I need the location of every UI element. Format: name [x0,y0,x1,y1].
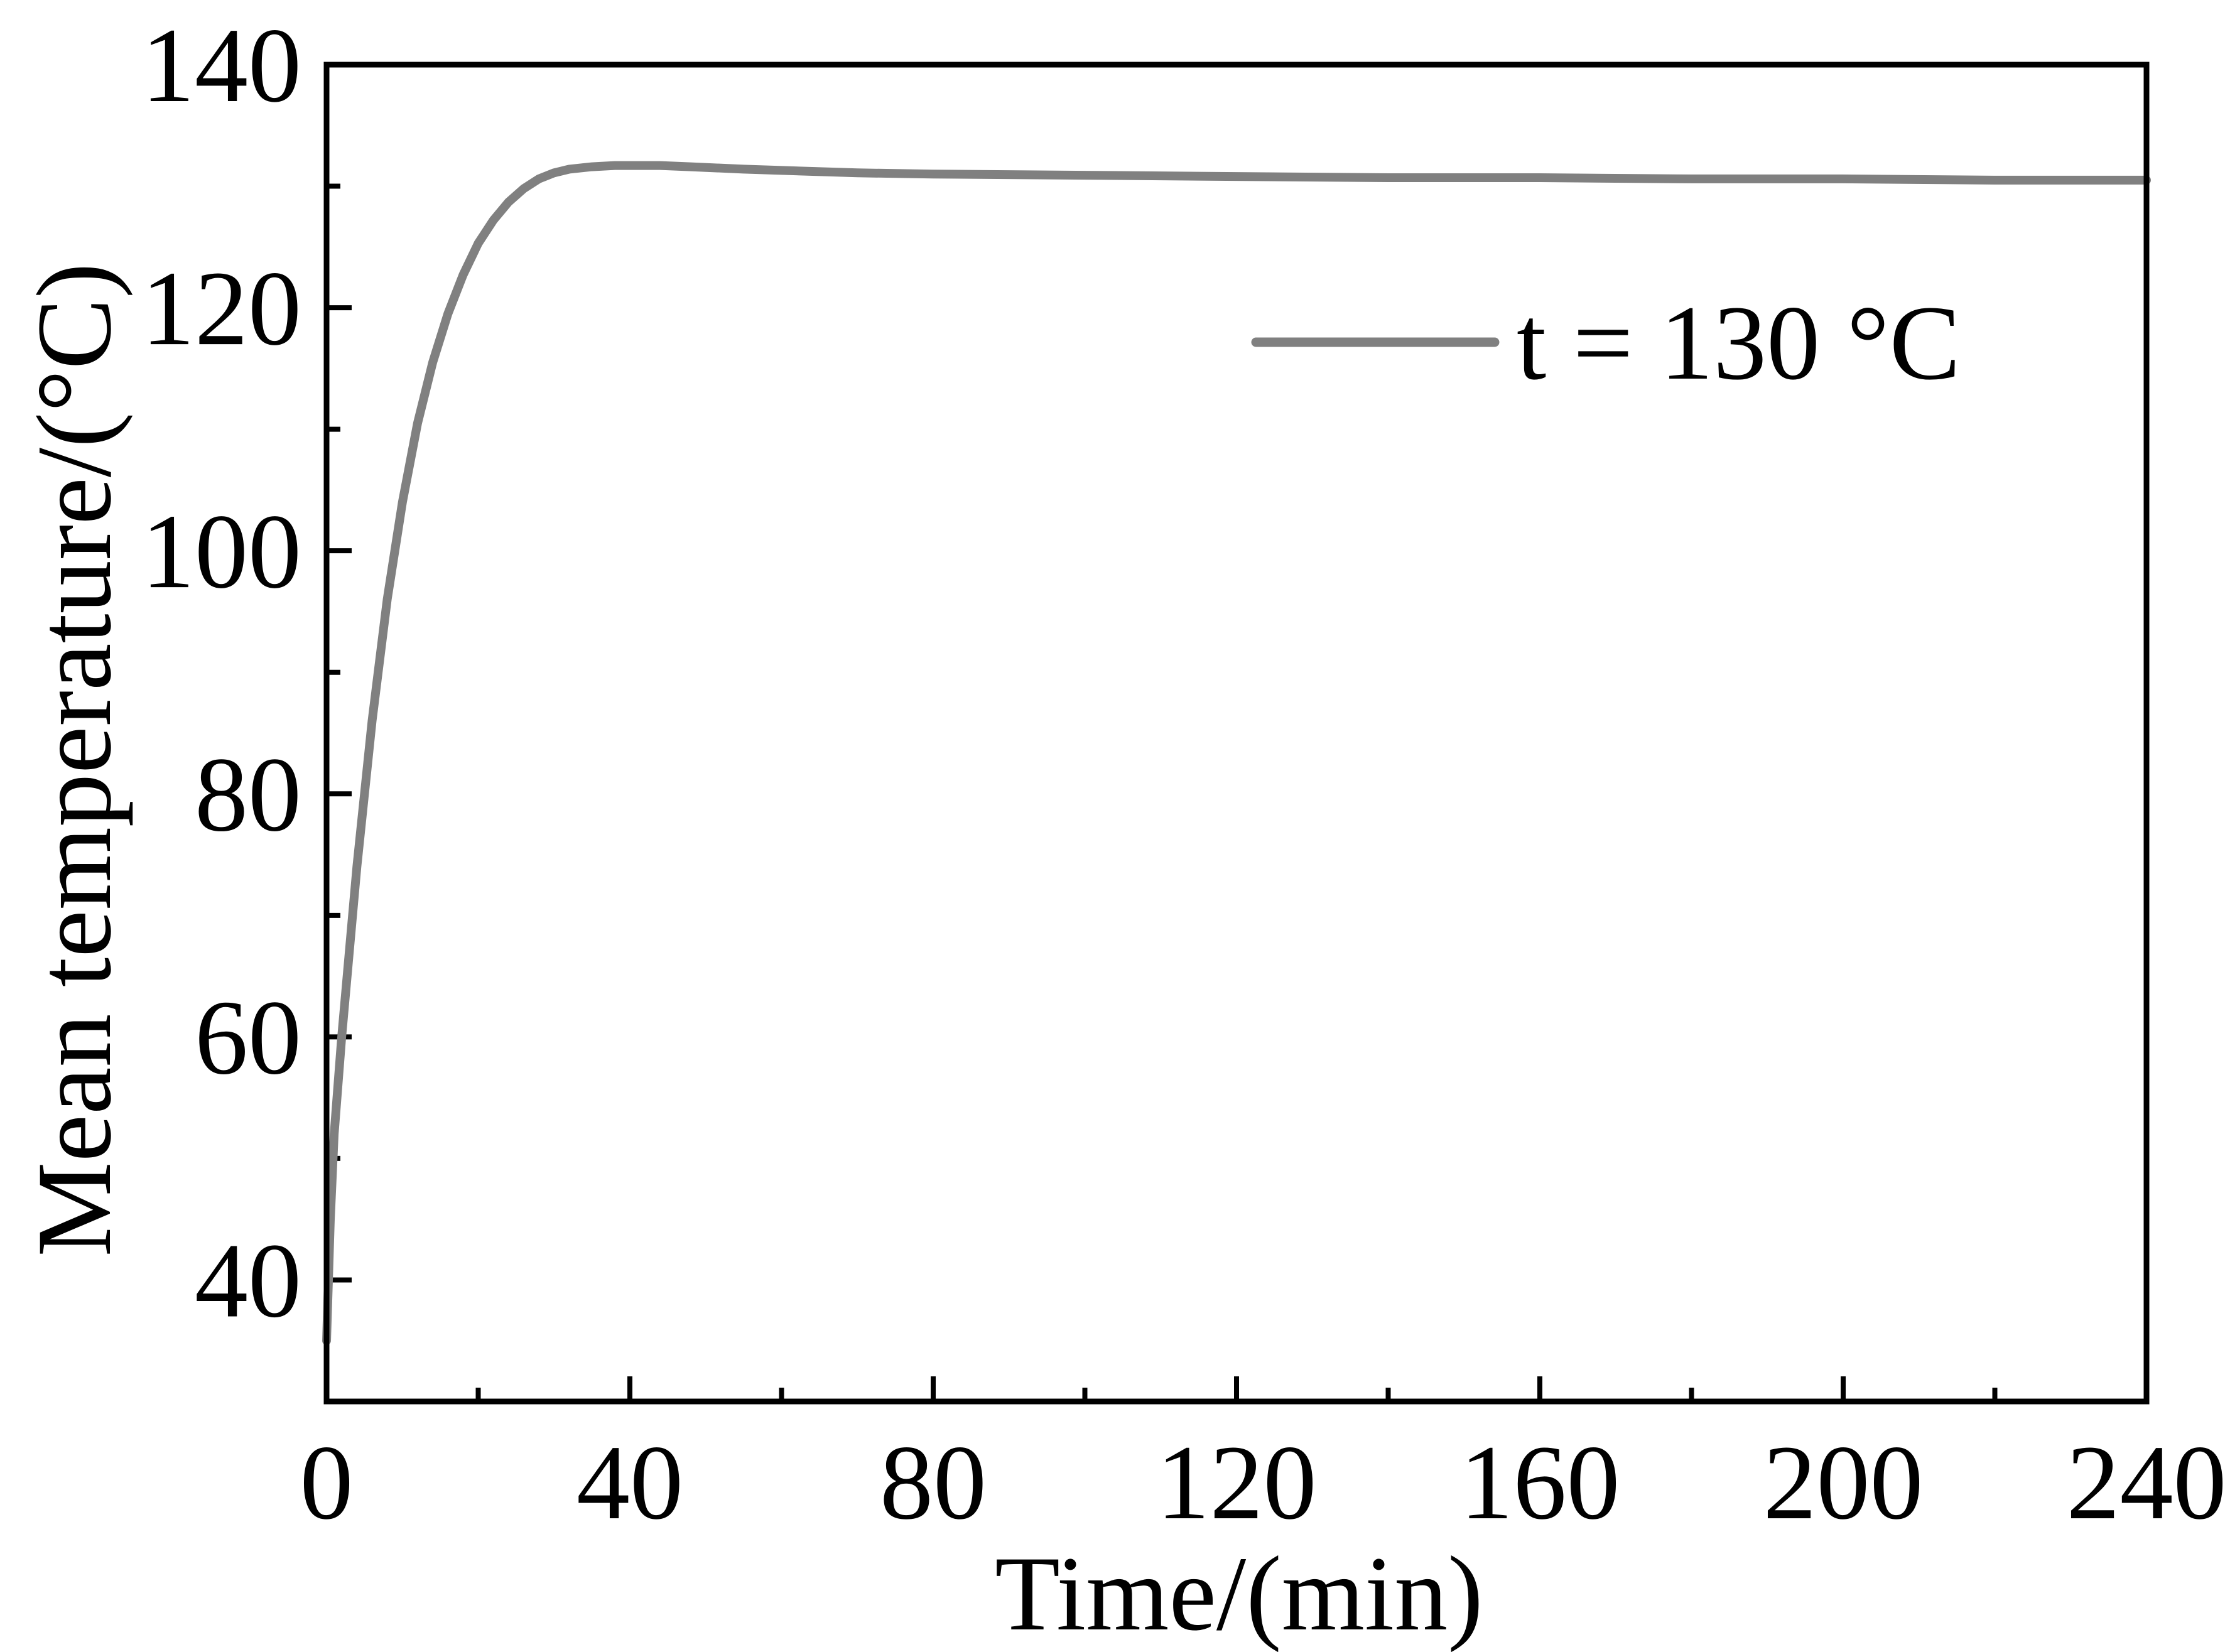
y-tick-label: 40 [195,1221,301,1339]
ticks-layer [324,62,2149,1401]
x-tick-label: 120 [1157,1423,1317,1541]
x-tick-label: 240 [2067,1423,2225,1541]
plot-frame [323,62,2150,1405]
legend-label: t = 130 °C [1517,284,1961,402]
x-tick-label: 160 [1460,1423,1620,1541]
x-tick-label: 0 [300,1423,354,1541]
x-tick-label: 40 [577,1423,683,1541]
x-tick-label: 80 [880,1423,987,1541]
y-tick-label: 120 [141,249,301,367]
y-tick-label: 60 [195,978,301,1096]
x-tick-label: 200 [1763,1423,1924,1541]
y-axis-title: Mean temperature/(°C) [15,262,133,1256]
y-tick-label: 100 [141,492,301,610]
series-line [322,161,2151,1346]
x-axis-title: Time/(min) [995,1535,1483,1652]
legend: t = 130 °C [1251,284,1961,402]
y-tick-label: 140 [141,6,301,124]
series-layer [322,161,2151,1346]
labels-layer: 0 40 80 120 160 200 240 40 60 80 100 120 140 [141,6,2225,1541]
y-tick-label: 80 [195,735,301,853]
